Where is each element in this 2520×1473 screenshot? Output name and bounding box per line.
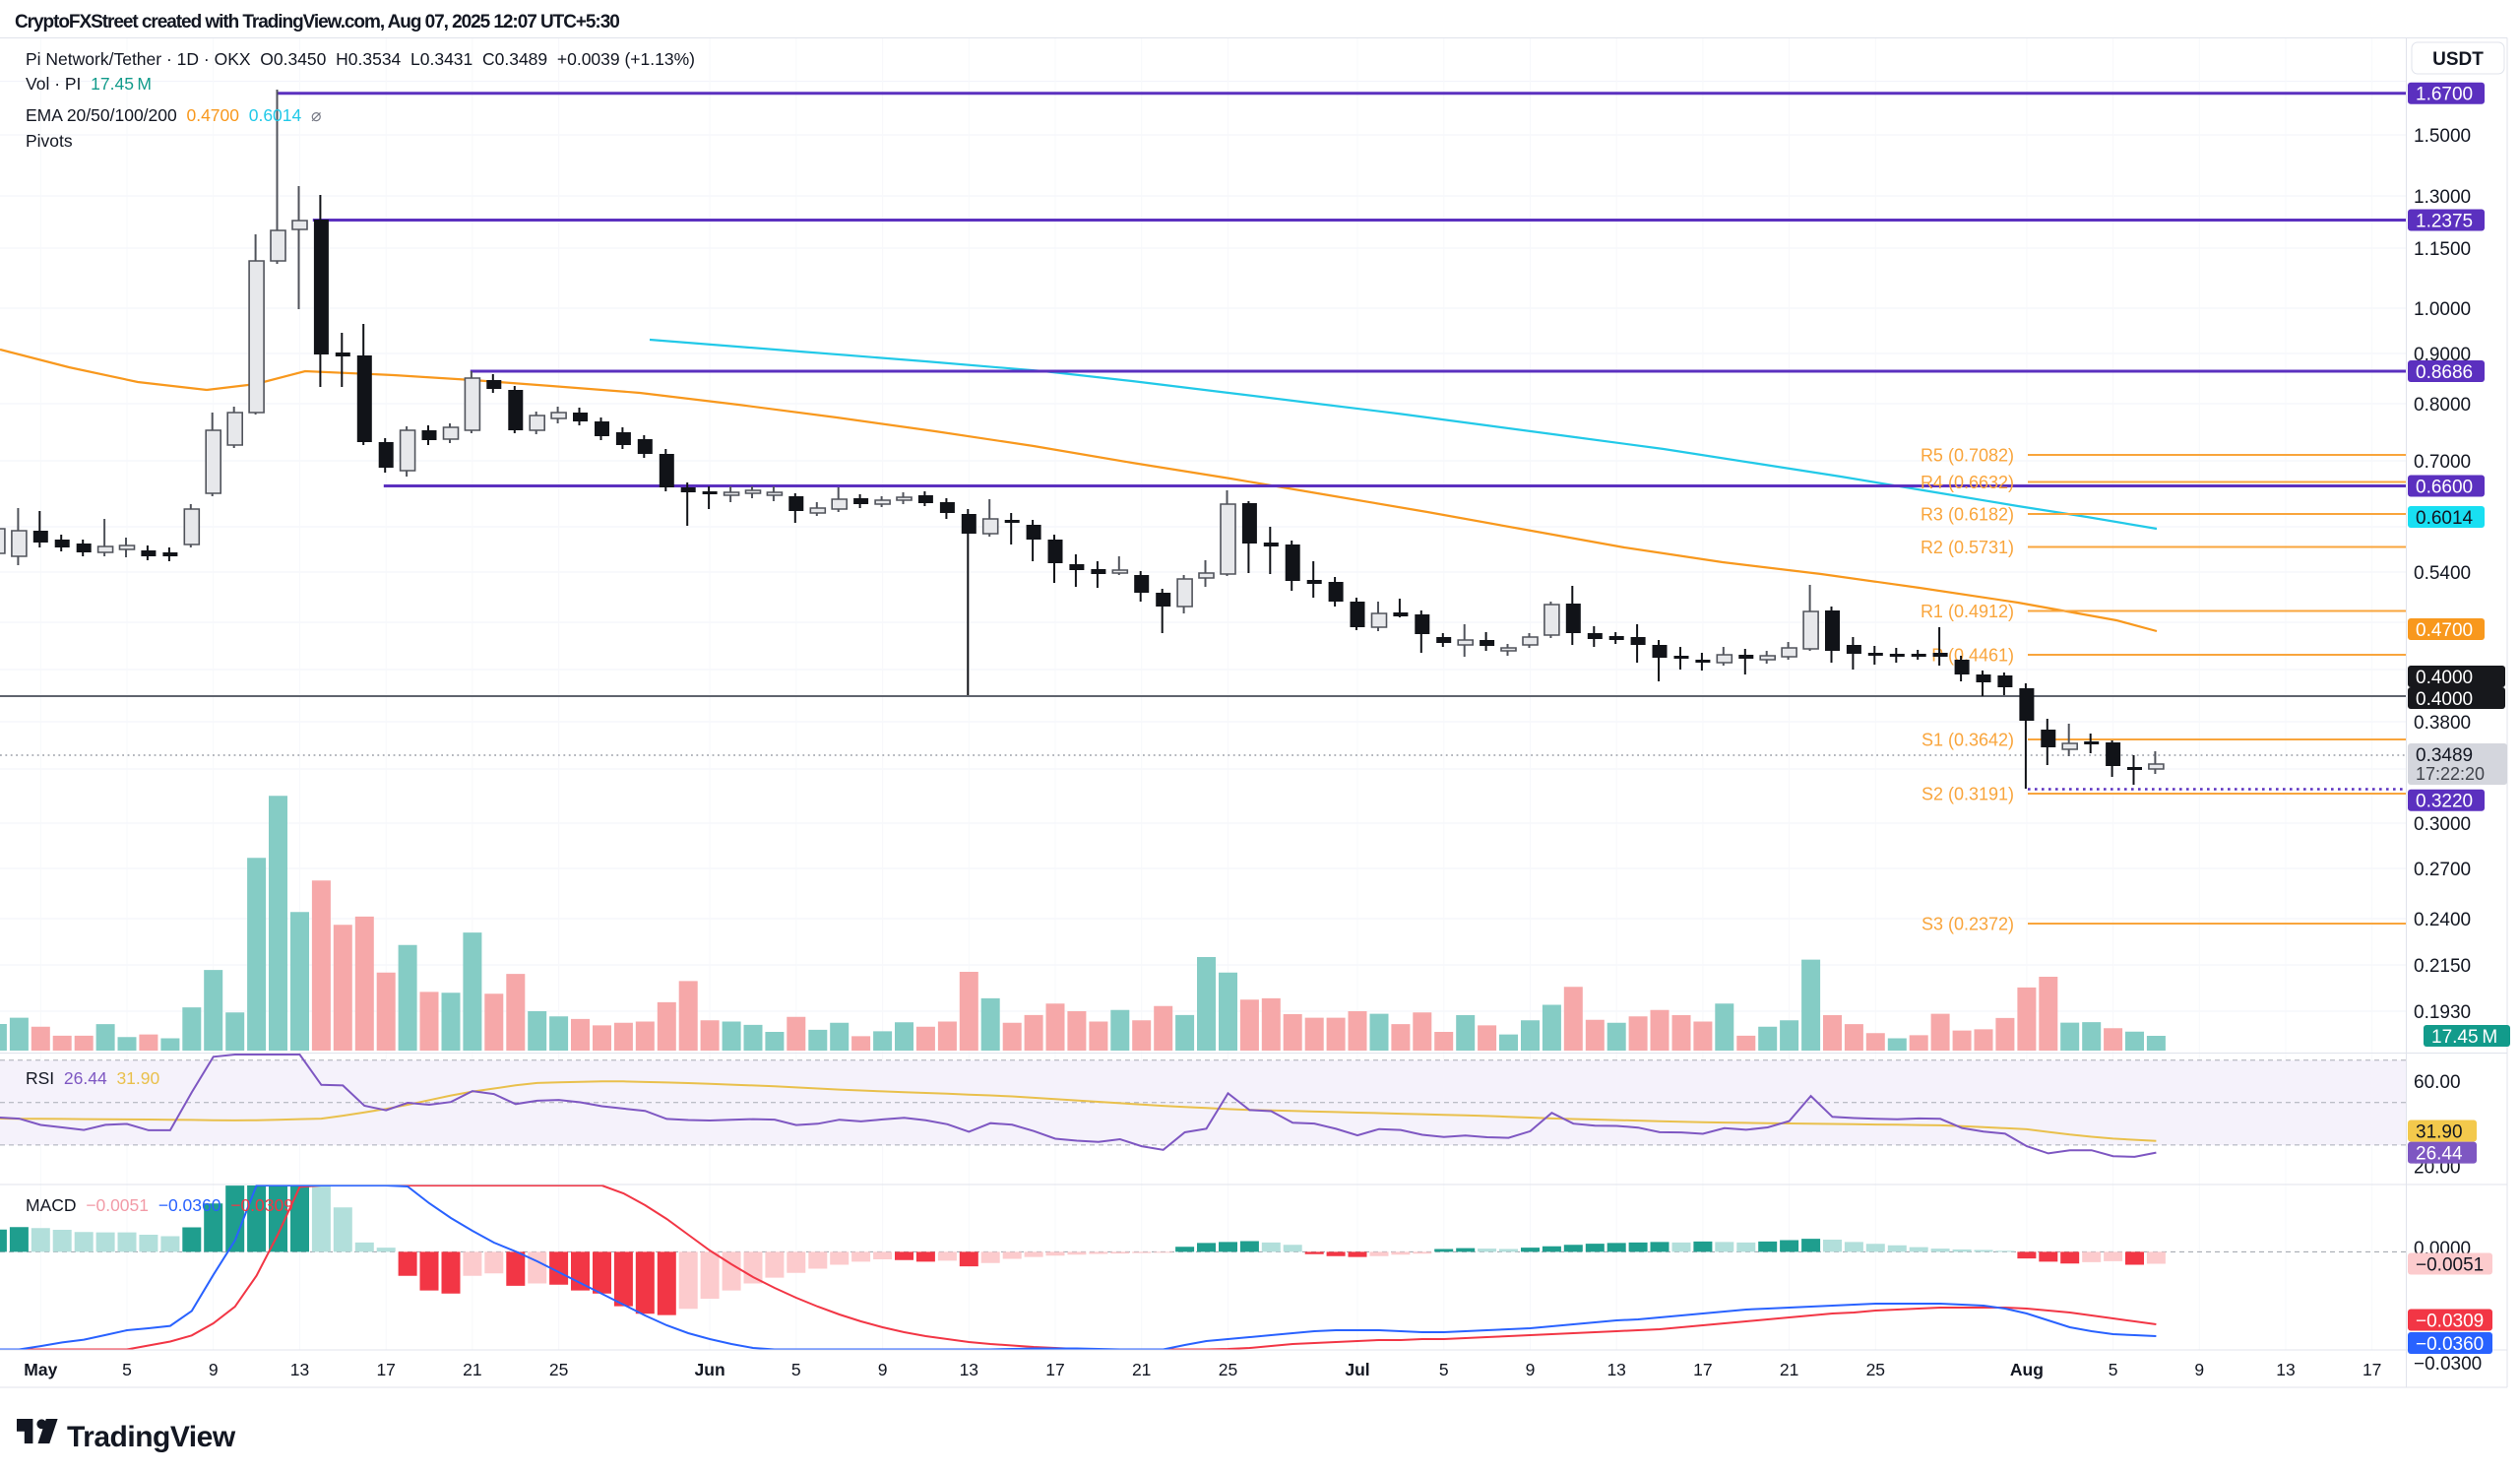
svg-text:0.4700: 0.4700 [2416, 620, 2473, 641]
svg-text:R4 (0.6632): R4 (0.6632) [1921, 473, 2014, 492]
svg-text:17:22:20: 17:22:20 [2416, 764, 2485, 784]
svg-text:S1 (0.3642): S1 (0.3642) [1922, 731, 2014, 750]
svg-text:0.6600: 0.6600 [2416, 477, 2473, 497]
svg-text:1.3000: 1.3000 [2414, 187, 2471, 208]
svg-text:17: 17 [1693, 1360, 1712, 1379]
svg-text:R3 (0.6182): R3 (0.6182) [1921, 505, 2014, 525]
svg-text:−0.0051: −0.0051 [2416, 1254, 2484, 1275]
svg-text:Jul: Jul [1345, 1360, 1369, 1379]
svg-text:0.4000: 0.4000 [2416, 668, 2473, 688]
svg-text:May: May [24, 1360, 57, 1379]
svg-text:21: 21 [463, 1360, 481, 1379]
svg-text:Aug: Aug [2010, 1360, 2044, 1379]
svg-text:26.44: 26.44 [2416, 1143, 2463, 1164]
svg-text:5: 5 [791, 1360, 801, 1379]
svg-text:R5 (0.7082): R5 (0.7082) [1921, 446, 2014, 466]
svg-text:13: 13 [290, 1360, 309, 1379]
svg-text:17: 17 [376, 1360, 395, 1379]
svg-text:R1 (0.4912): R1 (0.4912) [1921, 602, 2014, 621]
svg-text:13: 13 [1606, 1360, 1625, 1379]
svg-text:1.2375: 1.2375 [2416, 211, 2473, 231]
svg-text:17: 17 [2362, 1360, 2381, 1379]
svg-text:−0.0309: −0.0309 [2416, 1311, 2484, 1331]
svg-text:31.90: 31.90 [2416, 1121, 2463, 1142]
svg-text:0.5400: 0.5400 [2414, 563, 2471, 584]
svg-text:S2 (0.3191): S2 (0.3191) [1922, 785, 2014, 804]
svg-text:25: 25 [1219, 1360, 1237, 1379]
svg-text:0.2150: 0.2150 [2414, 956, 2471, 977]
svg-text:Pi Network/Tether · 1D · OKX: Pi Network/Tether · 1D · OKX O0.3450 H0.… [26, 49, 695, 69]
svg-text:EMA 20/50/100/200 0.4700 0.6: EMA 20/50/100/200 0.4700 0.6014 ⌀ [26, 105, 322, 125]
svg-text:60.00: 60.00 [2414, 1072, 2461, 1093]
svg-text:13: 13 [960, 1360, 978, 1379]
svg-text:25: 25 [1866, 1360, 1885, 1379]
svg-text:0.3489: 0.3489 [2416, 745, 2473, 766]
svg-text:13: 13 [2276, 1360, 2295, 1379]
svg-text:0.3220: 0.3220 [2416, 792, 2473, 812]
svg-text:17: 17 [1045, 1360, 1064, 1379]
svg-text:Vol · PI 17.45 M: Vol · PI 17.45 M [26, 74, 152, 94]
svg-text:TradingView: TradingView [67, 1421, 236, 1453]
svg-text:RSI 26.44 31.90: RSI 26.44 31.90 [26, 1068, 159, 1088]
svg-text:1.1500: 1.1500 [2414, 239, 2471, 260]
svg-text:0.7000: 0.7000 [2414, 452, 2471, 473]
svg-text:0.2400: 0.2400 [2414, 910, 2471, 930]
svg-text:1.0000: 1.0000 [2414, 299, 2471, 320]
svg-text:0.6014: 0.6014 [2416, 508, 2474, 529]
svg-text:S3 (0.2372): S3 (0.2372) [1922, 915, 2014, 934]
svg-text:0.3000: 0.3000 [2414, 814, 2471, 835]
svg-text:0.2700: 0.2700 [2414, 860, 2471, 880]
svg-text:0.9000: 0.9000 [2414, 345, 2471, 365]
svg-text:9: 9 [209, 1360, 219, 1379]
svg-text:0.8000: 0.8000 [2414, 395, 2471, 416]
svg-text:0.8686: 0.8686 [2416, 362, 2473, 383]
svg-text:Pivots: Pivots [26, 131, 73, 151]
svg-text:17.45 M: 17.45 M [2431, 1027, 2497, 1048]
svg-text:21: 21 [1780, 1360, 1798, 1379]
svg-text:1.5000: 1.5000 [2414, 126, 2471, 147]
svg-text:USDT: USDT [2432, 49, 2484, 70]
svg-text:5: 5 [122, 1360, 132, 1379]
svg-text:MACD −0.0051 −0.0360 −0.030: MACD −0.0051 −0.0360 −0.0309 [26, 1195, 293, 1215]
svg-text:9: 9 [2194, 1360, 2204, 1379]
svg-text:1.6700: 1.6700 [2416, 85, 2473, 105]
svg-text:5: 5 [2109, 1360, 2118, 1379]
svg-text:P (0.4461): P (0.4461) [1931, 646, 2014, 666]
svg-text:0.3800: 0.3800 [2414, 713, 2471, 734]
svg-text:21: 21 [1132, 1360, 1151, 1379]
svg-text:−0.0300: −0.0300 [2414, 1354, 2482, 1375]
svg-text:9: 9 [878, 1360, 888, 1379]
svg-text:R2 (0.5731): R2 (0.5731) [1921, 538, 2014, 557]
svg-text:CryptoFXStreet created with Tr: CryptoFXStreet created with TradingView.… [15, 12, 619, 32]
svg-text:0.4000: 0.4000 [2416, 689, 2473, 710]
svg-text:25: 25 [549, 1360, 568, 1379]
svg-text:5: 5 [1439, 1360, 1449, 1379]
svg-text:−0.0360: −0.0360 [2416, 1334, 2484, 1355]
svg-text:9: 9 [1526, 1360, 1536, 1379]
svg-text:0.1930: 0.1930 [2414, 1002, 2471, 1023]
svg-text:Jun: Jun [695, 1360, 725, 1379]
